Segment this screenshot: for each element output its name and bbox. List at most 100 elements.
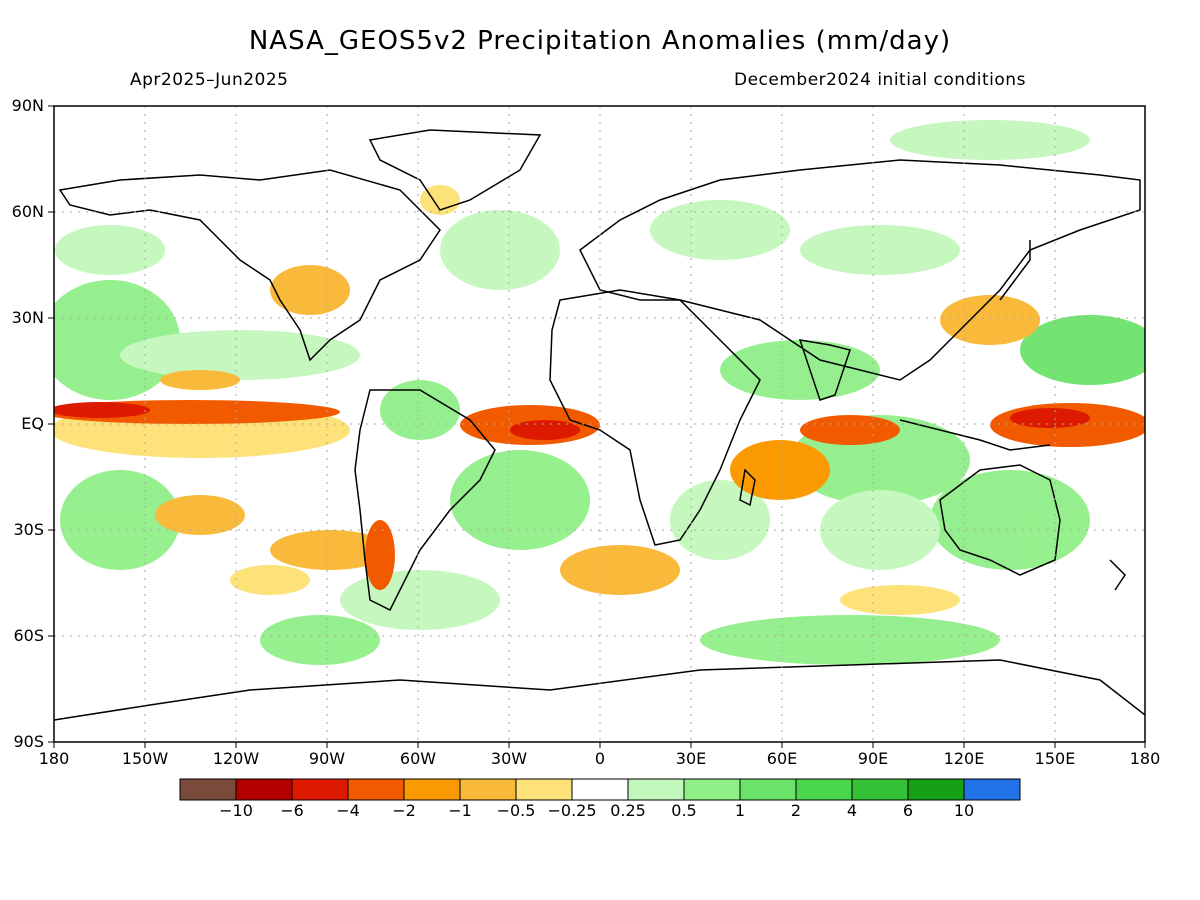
anomaly-patch (55, 225, 165, 275)
north-america-coast (58, 169, 441, 362)
lon-label-120e: 120E (943, 749, 985, 768)
lon-label-120w: 120W (212, 749, 260, 768)
anomaly-patch (1010, 408, 1090, 428)
anomaly-patch (930, 470, 1090, 570)
japan-coast (999, 240, 1031, 301)
colorbar-tick-label: −0.5 (496, 801, 536, 820)
dry-anomalies (54, 185, 1145, 615)
lon-label-30e: 30E (675, 749, 707, 768)
anomaly-patch (380, 380, 460, 440)
colorbar-swatch (235, 778, 293, 801)
period-label: Apr2025–Jun2025 (130, 70, 289, 90)
colorbar-tick-label: 0.5 (671, 801, 697, 820)
indonesia-coast (899, 419, 1051, 451)
axis-ticks (48, 105, 1146, 748)
colorbar-swatch (683, 778, 741, 801)
anomaly-patch (120, 330, 360, 380)
colorbar-tick-label: 2 (790, 801, 802, 820)
anomaly-field (54, 106, 1145, 742)
colorbar-swatch (907, 778, 965, 801)
graticule (54, 106, 1145, 742)
colorbar-swatch (291, 778, 349, 801)
anomaly-patch (940, 295, 1040, 345)
colorbar-swatch (347, 778, 405, 801)
anomaly-patch (650, 200, 790, 260)
anomaly-patch (365, 520, 395, 590)
colorbar-tick-label: 6 (902, 801, 914, 820)
anomaly-patch (160, 370, 240, 390)
anomaly-patch (800, 415, 900, 445)
lon-label-60e: 60E (766, 749, 798, 768)
lat-label-90n: 90N (11, 96, 44, 115)
colorbar-swatch (403, 778, 461, 801)
south-america-coast (354, 389, 496, 612)
anomaly-patch (270, 265, 350, 315)
anomaly-patch (730, 440, 830, 500)
lat-label-60n: 60N (11, 202, 44, 221)
anomaly-patch (700, 615, 1000, 665)
lat-label-30n: 30N (11, 308, 44, 327)
anomaly-patch (54, 402, 150, 418)
africa-coast (549, 289, 761, 546)
lon-label-60w: 60W (399, 749, 437, 768)
colorbar-tick-label: −2 (392, 801, 416, 820)
lon-label-180: 180 (38, 749, 70, 768)
colorbar-swatch (515, 778, 573, 801)
anomaly-patch (560, 545, 680, 595)
colorbar-swatch (571, 778, 629, 801)
colorbar-tick-label: −6 (280, 801, 304, 820)
colorbar-swatch (739, 778, 797, 801)
anomaly-patch (270, 530, 390, 570)
init-conditions-label: December2024 initial conditions (734, 70, 1026, 90)
map-title: NASA_GEOS5v2 Precipitation Anomalies (mm… (248, 26, 952, 56)
antarctica-coast (54, 659, 1145, 721)
lat-label-30s: 30S (13, 520, 44, 539)
anomaly-patch (340, 570, 500, 630)
anomaly-patch (1020, 315, 1145, 385)
eurasia-coast (579, 159, 1141, 381)
anomaly-patch (890, 120, 1090, 160)
coastlines (54, 129, 1145, 721)
colorbar-tick-label: 10 (953, 801, 975, 820)
anomaly-patch (155, 495, 245, 535)
anomaly-patch (420, 185, 460, 215)
anomaly-patch (450, 450, 590, 550)
colorbar-swatch (627, 778, 685, 801)
new-zealand-coast (1109, 559, 1126, 591)
colorbar-tick-label: −1 (448, 801, 472, 820)
colorbar-swatch (795, 778, 853, 801)
greenland-coast (368, 129, 542, 211)
lat-label-60s: 60S (13, 626, 44, 645)
australia-coast (939, 464, 1061, 576)
colorbar-swatch (963, 778, 1021, 801)
anomaly-patch (60, 470, 180, 570)
anomaly-patch (230, 565, 310, 595)
colorbar (179, 778, 1021, 801)
colorbar-tick-label: 1 (734, 801, 746, 820)
colorbar-swatch (851, 778, 909, 801)
lon-label-30w: 30W (490, 749, 528, 768)
india-coast (798, 339, 851, 401)
colorbar-tick-label: −10 (219, 801, 253, 820)
anomaly-patch (260, 615, 380, 665)
lon-label-150e: 150E (1034, 749, 1076, 768)
lon-label-90w: 90W (308, 749, 346, 768)
lon-label-0: 0 (594, 749, 606, 768)
colorbar-tick-label: 0.25 (610, 801, 646, 820)
anomaly-patch (670, 480, 770, 560)
colorbar-tick-label: −4 (336, 801, 360, 820)
colorbar-swatch (459, 778, 517, 801)
anomaly-patch (840, 585, 960, 615)
madagascar-coast (739, 468, 756, 507)
lon-label-150w: 150W (121, 749, 169, 768)
anomaly-patch (440, 210, 560, 290)
lon-label-180e: 180 (1129, 749, 1161, 768)
lon-label-90e: 90E (857, 749, 889, 768)
colorbar-tick-label: 4 (846, 801, 858, 820)
anomaly-patch (720, 340, 880, 400)
anomaly-patch (510, 420, 580, 440)
lat-label-90s: 90S (13, 732, 44, 751)
lat-label-eq: EQ (21, 414, 44, 433)
colorbar-swatch (179, 778, 237, 801)
